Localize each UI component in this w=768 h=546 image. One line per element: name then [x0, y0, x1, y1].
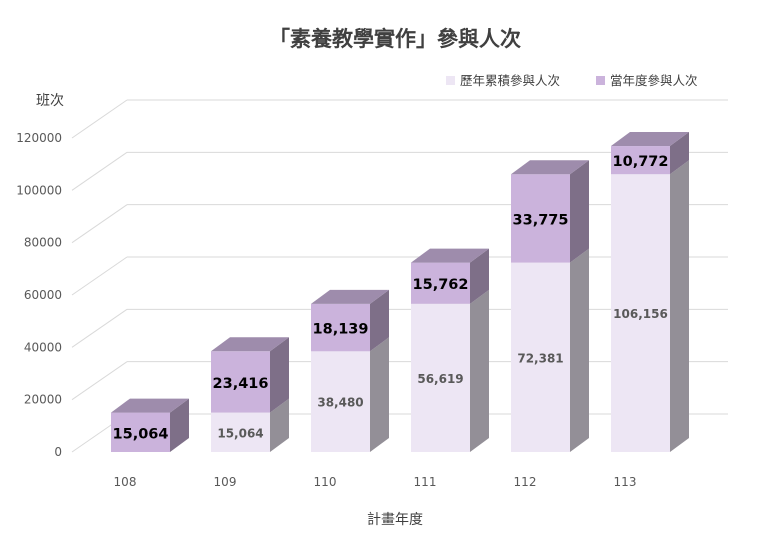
bar-current-113	[611, 132, 689, 175]
bar-group-109: 15,064 23,416	[211, 337, 289, 452]
bar-current-108-side	[170, 398, 189, 452]
bar-current-113-side	[670, 132, 689, 175]
data-label-cumulative: 72,381	[517, 351, 563, 365]
data-label-current: 33,775	[513, 212, 569, 228]
bar-cumulative-110-side	[370, 337, 389, 452]
bars: 15,064 15,064 23,416 38,480 18,139 56,619 15,7…	[111, 132, 689, 452]
data-label-cumulative: 106,156	[613, 307, 668, 321]
legend-swatch	[596, 76, 605, 85]
y-tick-label: 100000	[16, 183, 62, 197]
bar-cumulative-109	[211, 398, 289, 452]
legend-label: 當年度參與人次	[610, 73, 698, 88]
bar-top-111	[411, 248, 489, 263]
bar-current-111	[411, 248, 489, 304]
x-tick-label: 110	[314, 475, 337, 489]
data-label-cumulative: 15,064	[217, 426, 263, 440]
x-tick-label: 108	[114, 475, 137, 489]
bar-group-112: 72,381 33,775	[511, 160, 589, 452]
bar-group-110: 38,480 18,139	[311, 289, 389, 452]
gridline-side	[71, 99, 128, 139]
bar-current-109-front	[211, 351, 270, 413]
bar-current-108-front	[111, 412, 170, 452]
bar-current-113-front	[611, 146, 670, 175]
bar-current-110-front	[311, 303, 370, 352]
bar-cumulative-112-side	[570, 248, 589, 452]
x-axis-ticks: 108 109 110 111 112 113	[114, 475, 637, 489]
bar-group-108: 15,064	[111, 398, 189, 452]
legend-item-0: 歷年累積參與人次	[446, 73, 560, 88]
bar-cumulative-111	[411, 289, 489, 452]
x-tick-label: 112	[514, 475, 537, 489]
bar-group-113: 106,156 10,772	[611, 132, 689, 452]
y-tick-label: 80000	[24, 236, 62, 250]
bar-cumulative-110-front	[311, 351, 370, 452]
bar-top-113	[611, 132, 689, 147]
gridline-side	[71, 256, 128, 296]
legend: 歷年累積參與人次 當年度參與人次	[446, 73, 698, 88]
bar-current-111-front	[411, 262, 470, 304]
bar-top-109	[211, 337, 289, 352]
bar-cumulative-109-front	[211, 412, 270, 452]
x-axis-title: 計畫年度	[367, 512, 423, 528]
y-axis-ticks: 0 20000 40000 60000 80000 100000 120000	[16, 131, 62, 459]
gridline-side	[71, 151, 128, 191]
y-tick-label: 120000	[16, 131, 62, 145]
bar-current-111-side	[470, 248, 489, 304]
bar-cumulative-113	[611, 160, 689, 452]
y-axis-title: 班次	[36, 93, 64, 109]
bar-cumulative-112	[511, 248, 589, 452]
bar-cumulative-113-front	[611, 174, 670, 452]
chart-title: 「素養教學實作」參與人次	[269, 27, 521, 51]
bar-top-108	[111, 398, 189, 413]
bar-top-112	[511, 160, 589, 175]
bar-current-112-front	[511, 174, 570, 263]
bar-cumulative-109-side	[270, 398, 289, 452]
gridline-side	[71, 308, 128, 348]
y-tick-label: 20000	[24, 393, 62, 407]
bar-cumulative-113-side	[670, 160, 689, 452]
x-tick-label: 113	[614, 475, 637, 489]
y-tick-label: 60000	[24, 288, 62, 302]
bar-current-109	[211, 337, 289, 413]
legend-label: 歷年累積參與人次	[460, 73, 560, 88]
y-tick-label: 0	[54, 445, 62, 459]
y-tick-label: 40000	[24, 340, 62, 354]
bar-current-109-side	[270, 337, 289, 413]
data-label-current: 18,139	[313, 322, 369, 338]
data-label-current: 15,064	[113, 426, 169, 442]
bar-cumulative-111-side	[470, 289, 489, 452]
bar-current-108	[111, 398, 189, 452]
data-label-cumulative: 38,480	[317, 396, 363, 410]
bar-current-110	[311, 289, 389, 352]
bar-current-112-side	[570, 160, 589, 263]
x-tick-label: 109	[214, 475, 237, 489]
bar-top-110	[311, 289, 389, 304]
legend-swatch	[446, 76, 455, 85]
bar-group-111: 56,619 15,762	[411, 248, 489, 452]
bar-cumulative-111-front	[411, 303, 470, 452]
legend-item-1: 當年度參與人次	[596, 73, 698, 88]
gridline-side	[71, 204, 128, 244]
data-label-current: 23,416	[213, 376, 269, 392]
bar-current-112	[511, 160, 589, 263]
x-tick-label: 111	[414, 475, 437, 489]
bar-current-110-side	[370, 289, 389, 352]
data-label-cumulative: 56,619	[417, 372, 463, 386]
bar-cumulative-110	[311, 337, 389, 452]
gridline-side	[71, 361, 128, 401]
bar-cumulative-112-front	[511, 262, 570, 452]
data-label-current: 15,762	[413, 277, 469, 293]
data-label-current: 10,772	[613, 154, 669, 170]
